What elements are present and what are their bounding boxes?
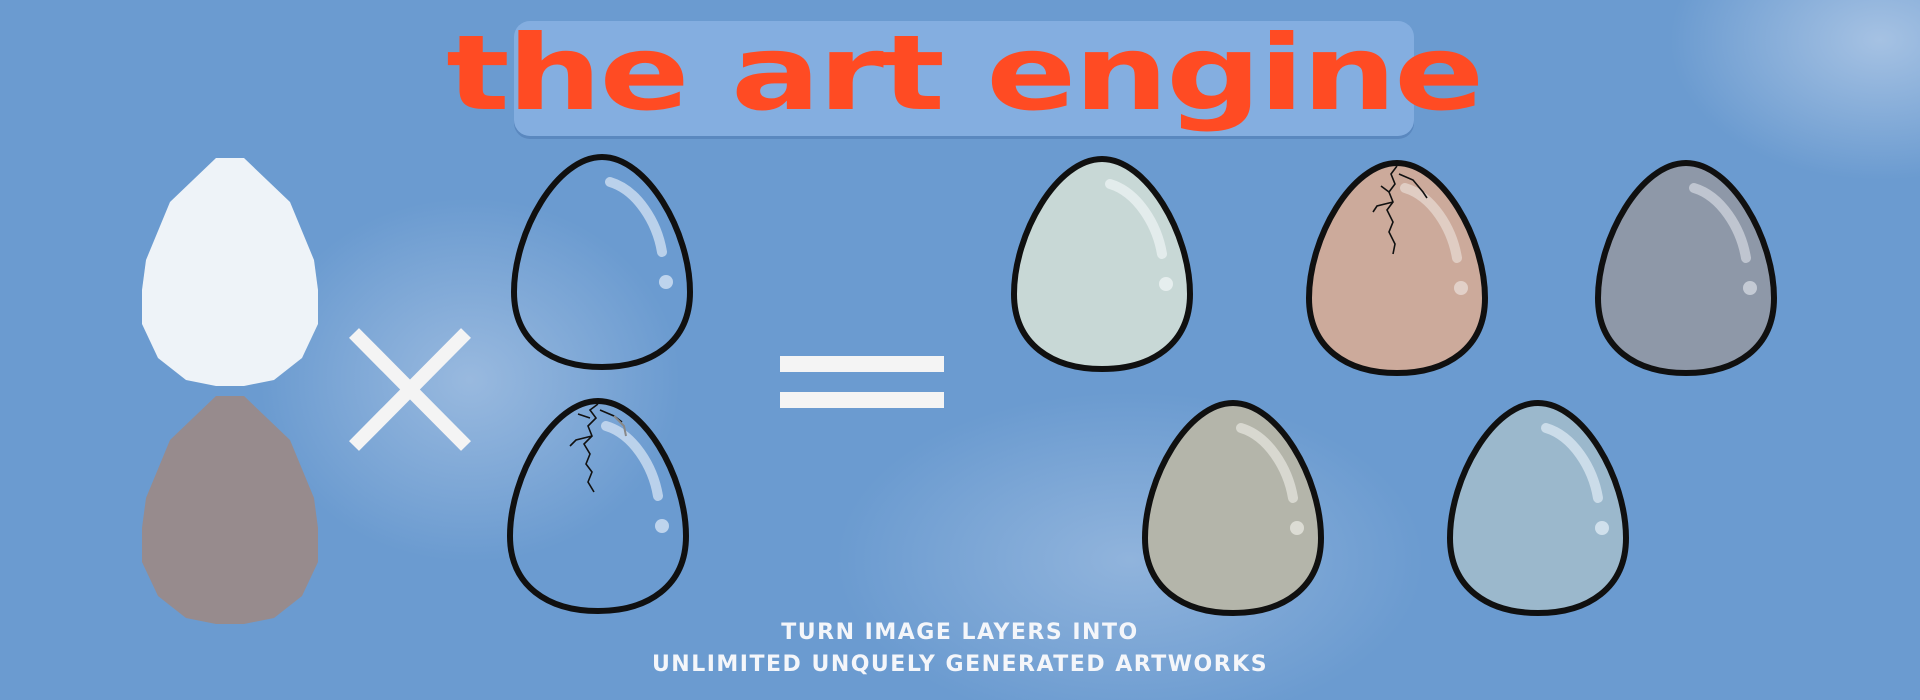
page-title: the art engine [446, 11, 1484, 134]
multiply-icon [349, 328, 471, 451]
result-egg-slate [1598, 163, 1774, 373]
caption-line-2: UNLIMITED UNQUELY GENERATED ARTWORKS [651, 652, 1269, 677]
result-egg-peach-cracked [1309, 163, 1485, 373]
outline-egg-cracked [510, 401, 686, 611]
base-egg-white [142, 158, 318, 386]
result-egg-blue [1450, 403, 1626, 613]
result-egg-khaki [1145, 403, 1321, 613]
result-egg-mint [1014, 159, 1190, 369]
equals-icon [780, 356, 944, 408]
outline-egg [514, 157, 690, 367]
caption-line-1: TURN IMAGE LAYERS INTO [781, 620, 1139, 645]
base-egg-mauve [142, 396, 318, 624]
title-box: the art engine [446, 21, 1484, 136]
